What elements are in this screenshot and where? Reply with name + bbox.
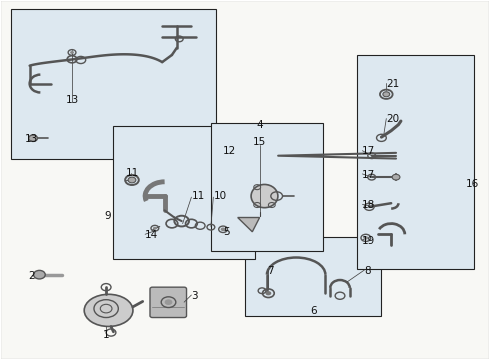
Text: 9: 9 xyxy=(104,211,111,221)
Text: 12: 12 xyxy=(223,147,236,157)
Circle shape xyxy=(220,228,225,231)
Text: 10: 10 xyxy=(213,191,226,201)
Text: 19: 19 xyxy=(362,236,375,246)
Text: 13: 13 xyxy=(65,95,79,105)
Circle shape xyxy=(383,92,390,97)
FancyBboxPatch shape xyxy=(150,287,187,318)
Circle shape xyxy=(70,51,74,54)
Circle shape xyxy=(165,299,172,305)
Text: 5: 5 xyxy=(223,227,230,237)
Text: 2: 2 xyxy=(28,271,35,282)
Bar xyxy=(11,9,216,158)
Polygon shape xyxy=(238,217,260,232)
Ellipse shape xyxy=(251,184,278,208)
Bar xyxy=(357,55,474,269)
Text: 6: 6 xyxy=(310,306,317,316)
Text: 18: 18 xyxy=(362,200,375,210)
Bar xyxy=(245,237,381,316)
Text: 3: 3 xyxy=(192,291,198,301)
Text: 15: 15 xyxy=(253,138,266,148)
Circle shape xyxy=(364,236,368,240)
Text: 7: 7 xyxy=(267,266,273,276)
Text: 1: 1 xyxy=(103,330,109,341)
Text: 14: 14 xyxy=(145,230,158,240)
Text: 4: 4 xyxy=(256,120,263,130)
Text: 11: 11 xyxy=(125,168,139,178)
Text: 8: 8 xyxy=(365,266,371,276)
Circle shape xyxy=(33,270,45,279)
Text: 16: 16 xyxy=(466,179,479,189)
Text: 20: 20 xyxy=(386,114,399,124)
Ellipse shape xyxy=(84,294,133,327)
Circle shape xyxy=(392,174,400,180)
Bar xyxy=(211,123,323,251)
Bar xyxy=(114,126,255,258)
Circle shape xyxy=(266,291,271,296)
Circle shape xyxy=(29,135,37,141)
Text: 21: 21 xyxy=(386,78,399,89)
Text: 11: 11 xyxy=(192,191,205,201)
Circle shape xyxy=(153,227,157,230)
Circle shape xyxy=(128,177,136,183)
Text: 17: 17 xyxy=(362,170,375,180)
Text: 13: 13 xyxy=(25,134,38,144)
Text: 17: 17 xyxy=(362,147,375,157)
